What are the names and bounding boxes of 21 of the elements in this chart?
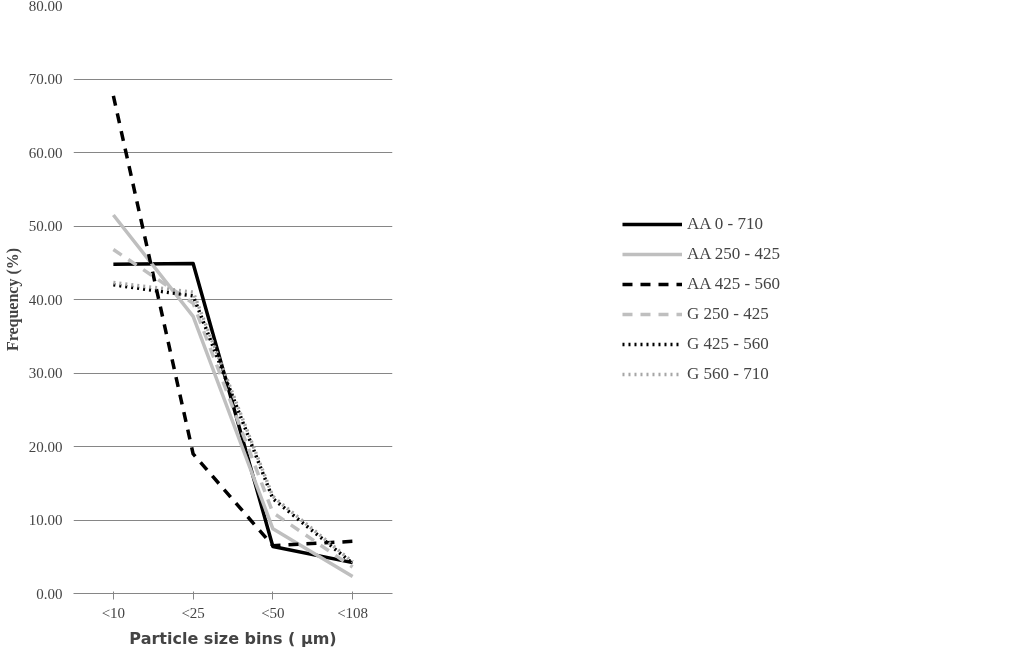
y-tick-label: 0.00 bbox=[36, 585, 63, 602]
legend-label: AA 425 - 560 bbox=[686, 274, 781, 294]
x-tick-label: <50 bbox=[261, 604, 285, 621]
legend-label: AA 250 - 425 bbox=[686, 244, 781, 264]
y-tick-label: 80.00 bbox=[28, 0, 63, 14]
legend-label: G 560 - 710 bbox=[686, 364, 769, 384]
y-tick-label: 10.00 bbox=[28, 512, 63, 528]
y-tick-label: 30.00 bbox=[28, 365, 63, 381]
x-tick-label: <25 bbox=[181, 604, 205, 621]
x-axis-title: Particle size bins ( µm) bbox=[129, 628, 337, 648]
x-tick-label: <108 bbox=[337, 604, 369, 621]
y-tick-label: 20.00 bbox=[28, 438, 63, 455]
legend-label: AA 0 - 710 bbox=[686, 214, 764, 234]
y-tick-label: 40.00 bbox=[28, 291, 63, 308]
y-axis-title: Frequency (%) bbox=[3, 247, 22, 352]
y-tick-label: 50.00 bbox=[28, 218, 63, 234]
y-tick-label: 70.00 bbox=[28, 71, 63, 87]
x-tick-label: <10 bbox=[101, 604, 126, 621]
legend-label: G 425 - 560 bbox=[686, 334, 769, 354]
y-tick-label: 60.00 bbox=[28, 144, 63, 161]
legend-label: G 250 - 425 bbox=[686, 304, 769, 324]
